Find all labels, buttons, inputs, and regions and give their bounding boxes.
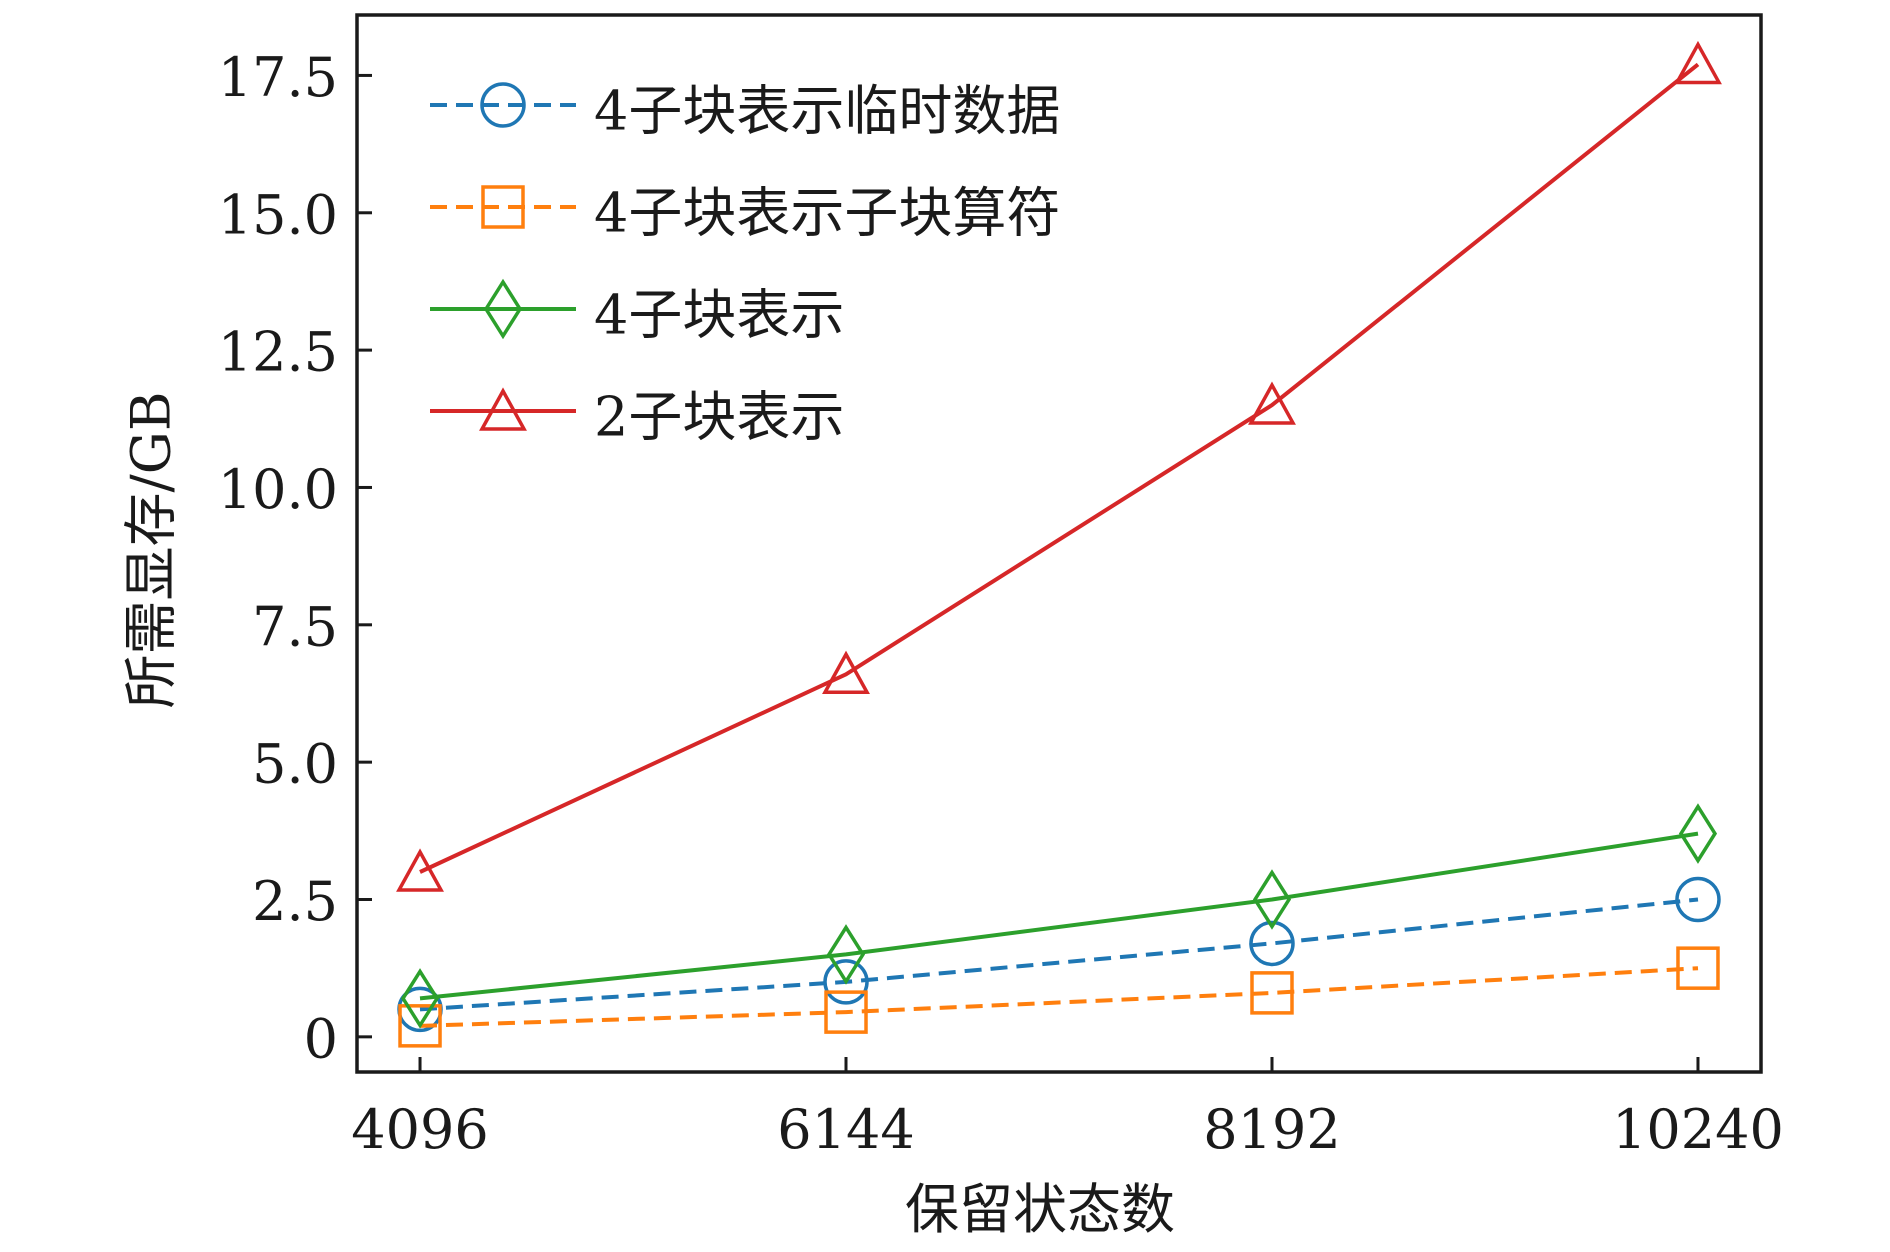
series-2block: [396, 40, 1722, 892]
y-tick-label-12.5: 12.5: [218, 321, 338, 384]
y-tick-label-10.0: 10.0: [218, 458, 338, 521]
y-tick-label-0: 0: [304, 1007, 338, 1070]
legend-marker-4block-block-operator: [481, 185, 525, 229]
y-tick-label-7.5: 7.5: [252, 595, 338, 658]
legend-marker-4block: [483, 278, 523, 340]
legend: 4子块表示临时数据 4子块表示子块算符 4子块表示 2子块表示: [430, 80, 1060, 449]
data-point-4block-block-operator-4096: [398, 1004, 442, 1048]
series-line-4block: [419, 831, 1699, 1001]
data-point-4block-block-operator-10240: [1676, 946, 1720, 990]
y-tick-label-17.5: 17.5: [218, 46, 338, 109]
legend-label-2block: 2子块表示: [594, 386, 844, 449]
series-line-4block-temp-data: [419, 897, 1699, 1012]
y-tick-label-15.0: 15.0: [218, 183, 338, 246]
data-point-4block-block-operator-8192: [1250, 971, 1294, 1015]
x-tick-label-4096: 4096: [351, 1098, 488, 1161]
data-point-4block-temp-data-10240: [1675, 876, 1721, 923]
legend-marker-2block: [479, 387, 527, 431]
x-tick-label-10240: 10240: [1612, 1098, 1784, 1161]
data-point-4block-block-operator-6144: [824, 990, 868, 1034]
legend-marker-4block-temp-data: [480, 82, 526, 128]
data-point-2block-10240: [1674, 40, 1722, 85]
y-tick-label-2.5: 2.5: [252, 870, 338, 933]
legend-label-4block: 4子块表示: [594, 284, 844, 347]
series-layer: [396, 40, 1722, 1048]
series-4block-temp-data: [397, 876, 1721, 1033]
series-4block-block-operator: [398, 946, 1720, 1048]
y-axis-label: 所需显存/GB: [120, 391, 183, 708]
legend-item-4block-block-operator: 4子块表示子块算符: [430, 182, 1060, 245]
x-axis-label: 保留状态数: [905, 1178, 1175, 1241]
data-point-4block-temp-data-6144: [823, 959, 869, 1005]
y-axis: 0 2.5 5.0 7.5 10.0 12.5 15.0 17.5: [218, 46, 372, 1070]
x-axis: 4096 6144 8192 10240: [351, 1057, 1784, 1161]
data-point-4block-4096: [400, 968, 440, 1029]
data-point-4block-10240: [1678, 803, 1718, 864]
series-4block: [400, 803, 1718, 1029]
data-point-4block-8192: [1252, 869, 1292, 930]
y-tick-label-5.0: 5.0: [252, 733, 338, 796]
series-line-2block: [419, 62, 1700, 874]
data-point-2block-4096: [396, 848, 444, 892]
legend-item-4block-temp-data: 4子块表示临时数据: [430, 80, 1060, 143]
legend-label-4block-block-operator: 4子块表示子块算符: [594, 182, 1060, 245]
x-tick-label-8192: 8192: [1203, 1098, 1340, 1161]
series-line-4block-block-operator: [419, 966, 1699, 1028]
x-tick-label-6144: 6144: [777, 1098, 914, 1161]
data-point-4block-temp-data-8192: [1249, 920, 1295, 967]
legend-item-2block: 2子块表示: [430, 386, 844, 449]
data-point-2block-6144: [822, 650, 870, 695]
data-point-2block-8192: [1248, 381, 1296, 425]
legend-item-4block: 4子块表示: [430, 278, 844, 347]
plot-frame: [355, 13, 1763, 1074]
legend-label-4block-temp-data: 4子块表示临时数据: [594, 80, 1060, 143]
data-point-4block-6144: [826, 924, 866, 985]
